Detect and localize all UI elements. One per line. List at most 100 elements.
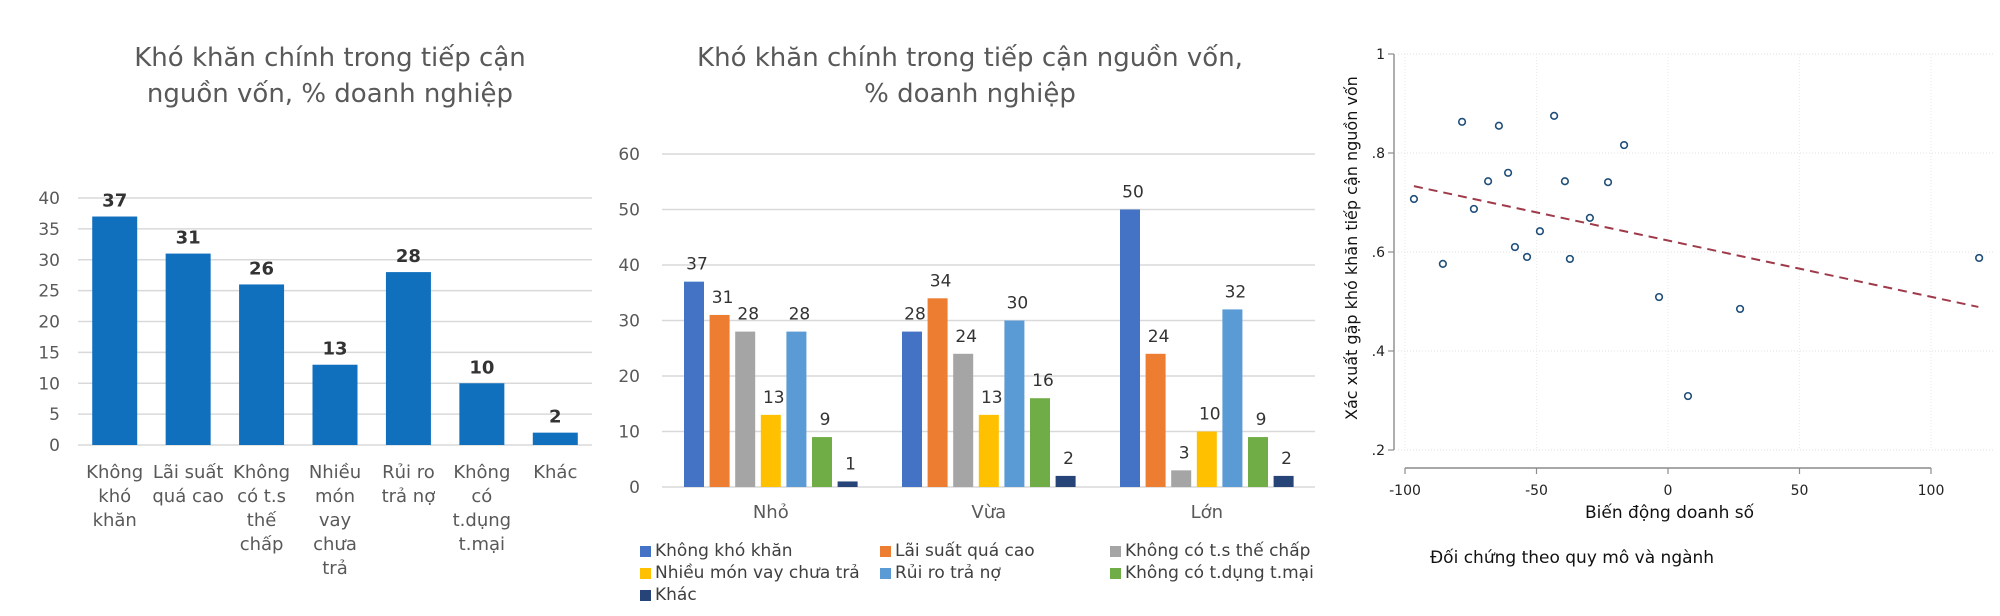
y-tick-label: 30	[618, 312, 640, 332]
scatter-point	[1503, 168, 1513, 177]
x-category-label: có	[471, 486, 492, 507]
legend-label: Rủi ro trả nợ	[895, 563, 1001, 583]
data-label: 24	[955, 327, 977, 347]
data-label: 32	[1225, 282, 1247, 302]
x-tick-label: 100	[1918, 483, 1945, 499]
y-tick-label: 20	[618, 367, 640, 387]
bar	[709, 314, 730, 487]
scatter-point	[1654, 292, 1664, 302]
x-category-label: Rủi ro	[382, 462, 435, 483]
x-category-label: Khác	[533, 462, 577, 483]
data-label: 9	[820, 410, 831, 430]
x-category-label: Không	[233, 462, 290, 483]
bar	[1055, 475, 1076, 487]
scatter-point	[1550, 111, 1559, 120]
y-tick-label: .6	[1372, 245, 1385, 261]
legend-item: Không có t.s thế chấp	[1110, 541, 1310, 561]
bar	[837, 481, 858, 487]
chart-title-line: nguồn vốn, % doanh nghiệp	[146, 79, 514, 109]
y-tick-label: 10	[618, 423, 640, 443]
y-tick-label: 10	[38, 374, 60, 394]
bar	[1004, 320, 1025, 487]
chart-difficulties-by-size: Khó khăn chính trong tiếp cận nguồn vốn,…	[615, 0, 1330, 616]
y-tick-label: 60	[618, 145, 640, 165]
bar	[978, 414, 999, 487]
y-tick-label: .2	[1372, 443, 1385, 459]
x-category-label: Không	[86, 462, 143, 483]
bar	[165, 253, 211, 445]
bar	[1030, 398, 1050, 487]
chart-title-line: Khó khăn chính trong tiếp cận nguồn vốn,	[697, 43, 1243, 73]
y-tick-label: 25	[38, 282, 60, 302]
scatter-point	[1522, 252, 1532, 262]
x-category-label: Lớn	[1191, 502, 1223, 523]
legend-swatch-icon	[1110, 567, 1121, 579]
bar	[92, 216, 138, 445]
scatter-point	[1565, 254, 1575, 264]
y-tick-label: 0	[49, 436, 60, 456]
bar	[239, 284, 285, 445]
data-label: 50	[1122, 183, 1144, 203]
scatter-point	[1975, 253, 1984, 263]
legend-swatch-icon	[640, 567, 651, 579]
data-label: 28	[737, 305, 759, 325]
x-category-label: Không	[453, 462, 510, 483]
legend-item: Khác	[640, 585, 697, 605]
data-label: 28	[789, 305, 811, 325]
y-tick-label: .4	[1372, 344, 1385, 360]
y-tick-label: 20	[38, 313, 60, 333]
x-category-label: món	[315, 486, 355, 507]
bar	[684, 281, 704, 487]
data-label: 16	[1032, 371, 1054, 391]
data-label: 3	[1179, 443, 1190, 463]
y-axis-label: Xác xuất gặp khó khăn tiếp cận nguồn vốn	[1342, 76, 1361, 420]
data-label: 34	[930, 271, 952, 291]
legend-label: Lãi suất quá cao	[895, 541, 1035, 561]
bar	[532, 432, 578, 445]
bar	[927, 298, 948, 487]
legend-label: Khác	[655, 585, 697, 605]
x-axis-label: Biến động doanh số	[1585, 503, 1755, 523]
y-tick-label: 35	[38, 220, 60, 240]
chart-title-line: % doanh nghiệp	[864, 79, 1076, 109]
legend-label: Không có t.dụng t.mại	[1125, 563, 1314, 583]
grouped-bar-chart-plot: 0102030405060373128132891Nhỏ283424133016…	[618, 145, 1315, 523]
x-category-label: khó	[98, 486, 131, 507]
bar-chart-plot: 0 5 10 15 20 25 30 35 40 37 Không khó khăn 31 Lãi suất…	[38, 189, 592, 579]
x-category-label: t.dụng	[453, 510, 511, 531]
scatter-point	[1683, 391, 1693, 401]
scatter-point	[1735, 304, 1745, 314]
bar	[312, 364, 358, 445]
scatter-point	[1510, 242, 1520, 252]
x-category-label: thế	[247, 510, 277, 531]
bar	[1145, 353, 1166, 487]
control-note: Đối chứng theo quy mô và ngành	[1430, 548, 1715, 568]
legend-item: Không khó khăn	[640, 541, 793, 561]
data-label: 26	[249, 258, 274, 279]
data-label: 10	[469, 357, 494, 378]
data-label: 31	[176, 228, 201, 249]
scatter-point	[1560, 177, 1570, 186]
legend-label: Nhiều món vay chưa trả	[655, 563, 860, 583]
data-label: 2	[1063, 449, 1074, 469]
fitted-trend-line	[1413, 185, 1979, 308]
y-tick-label: 0	[629, 478, 640, 498]
x-category-label: trả nợ	[382, 486, 436, 507]
data-label: 2	[1281, 449, 1292, 469]
bar	[760, 414, 781, 487]
x-category-label: trả	[322, 558, 348, 579]
data-label: 13	[981, 388, 1003, 408]
x-tick-label: -100	[1389, 483, 1421, 499]
bar	[786, 331, 807, 487]
chart-legend: Không khó khăn Lãi suất quá cao Không có t…	[615, 0, 1330, 616]
data-label: 2	[549, 407, 562, 428]
chart-difficulties-overall: Khó khăn chính trong tiếp cận nguồn vốn, …	[0, 0, 610, 616]
data-label: 37	[102, 191, 127, 212]
x-tick-label: -50	[1525, 483, 1548, 499]
legend-swatch-icon	[1110, 545, 1121, 557]
scatter-point	[1409, 194, 1419, 204]
scatter-point	[1603, 178, 1613, 187]
x-category-label: vay	[319, 510, 352, 531]
x-category-label: Lãi suất	[153, 462, 224, 483]
legend-item: Nhiều món vay chưa trả	[640, 563, 860, 583]
